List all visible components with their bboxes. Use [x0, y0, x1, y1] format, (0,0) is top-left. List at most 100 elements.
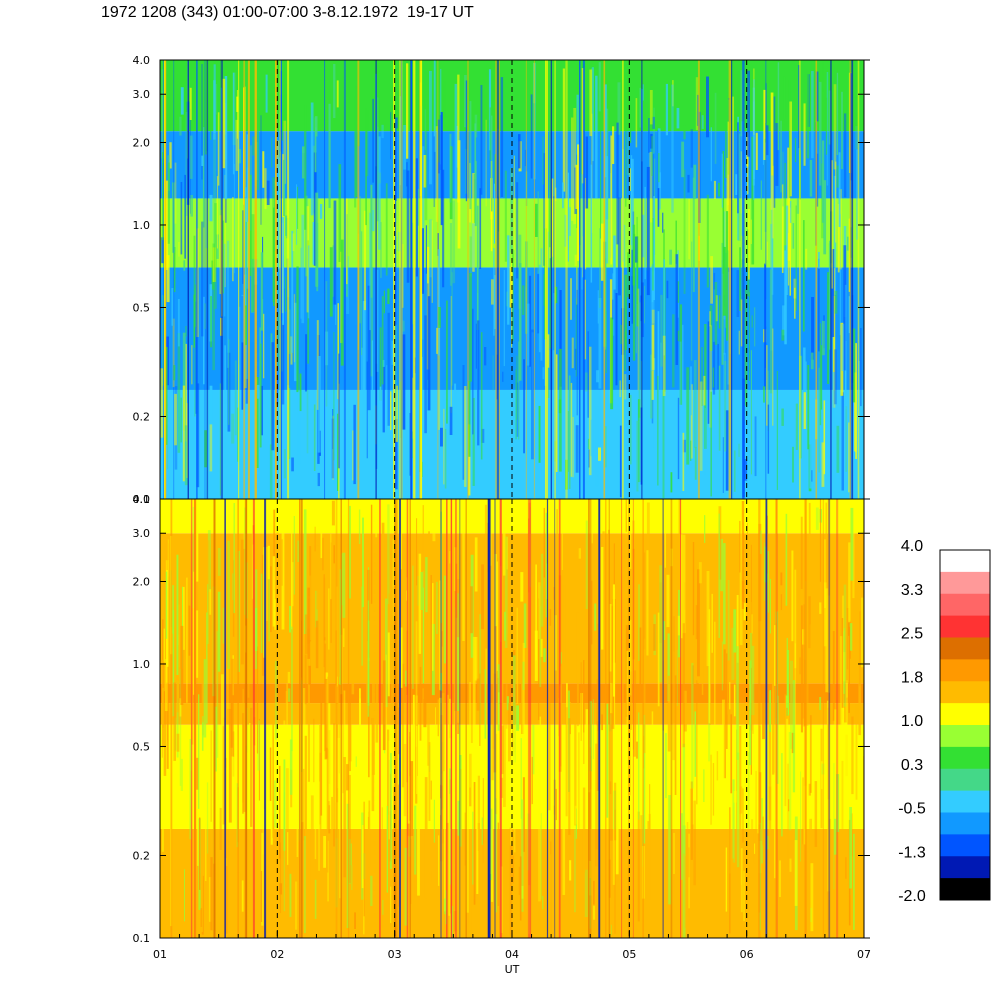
heatmap-streak — [260, 115, 262, 225]
heatmap-streak — [439, 580, 441, 690]
heatmap-streak — [589, 878, 592, 929]
heatmap-streak — [760, 180, 762, 250]
heatmap-streak — [846, 236, 849, 251]
colorbar-swatch — [940, 878, 990, 901]
heatmap-streak — [369, 212, 371, 331]
heatmap-streak — [612, 126, 615, 164]
heatmap-streak — [837, 204, 840, 273]
heatmap-streak — [511, 272, 513, 296]
heatmap-streak — [649, 152, 653, 223]
heatmap-streak — [805, 361, 807, 488]
heatmap-spike — [498, 60, 500, 499]
heatmap-streak — [507, 633, 510, 658]
heatmap-streak — [730, 714, 733, 794]
heatmap-streak — [245, 378, 249, 404]
heatmap-streak — [848, 296, 850, 334]
heatmap-streak — [630, 103, 632, 143]
heatmap-streak — [585, 520, 588, 610]
heatmap-streak — [367, 620, 370, 706]
heatmap-streak — [695, 77, 699, 131]
heatmap-streak — [640, 295, 642, 322]
heatmap-streak — [238, 149, 242, 164]
heatmap-spike — [579, 60, 581, 499]
heatmap-streak — [394, 324, 397, 439]
heatmap-streak — [548, 701, 551, 811]
colorbar-swatch — [940, 768, 990, 792]
heatmap-streak — [224, 174, 226, 288]
heatmap-streak — [553, 587, 555, 600]
heatmap-streak — [464, 386, 467, 487]
heatmap-spike — [467, 60, 469, 499]
heatmap-streak — [634, 236, 638, 263]
heatmap-streak — [748, 752, 750, 829]
heatmap-streak — [212, 580, 214, 670]
heatmap-streak — [161, 69, 164, 159]
heatmap-streak — [844, 722, 847, 786]
heatmap-streak — [818, 367, 820, 473]
heatmap-spike — [588, 499, 590, 938]
heatmap-streak — [587, 331, 589, 418]
heatmap-streak — [690, 366, 692, 416]
heatmap-streak — [205, 810, 207, 881]
heatmap-streak — [841, 707, 845, 740]
heatmap-streak — [819, 81, 822, 186]
heatmap-streak — [251, 507, 254, 599]
heatmap-streak — [283, 792, 286, 912]
heatmap-streak — [652, 218, 654, 291]
heatmap-streak — [591, 531, 593, 544]
heatmap-streak — [774, 625, 776, 686]
heatmap-streak — [845, 406, 848, 472]
heatmap-streak — [727, 580, 730, 661]
heatmap-streak — [241, 880, 244, 912]
heatmap-streak — [601, 547, 604, 650]
heatmap-streak — [521, 622, 523, 688]
heatmap-streak — [472, 173, 475, 272]
heatmap-streak — [558, 698, 560, 737]
heatmap-streak — [723, 543, 726, 645]
heatmap-streak — [855, 703, 858, 800]
heatmap-spike — [546, 60, 548, 499]
heatmap-streak — [701, 115, 704, 129]
heatmap-streak — [619, 425, 622, 498]
heatmap-streak — [382, 366, 385, 433]
heatmap-streak — [351, 864, 353, 890]
heatmap-streak — [513, 155, 515, 251]
x-tick-label: 04 — [505, 948, 519, 961]
heatmap-streak — [427, 465, 430, 488]
heatmap-streak — [417, 390, 420, 493]
heatmap-streak — [498, 425, 502, 484]
heatmap-streak — [520, 738, 522, 819]
heatmap-streak — [816, 153, 819, 207]
heatmap-streak — [582, 787, 586, 873]
heatmap-streak — [643, 714, 646, 844]
heatmap-streak — [734, 450, 736, 492]
heatmap-streak — [179, 698, 182, 717]
heatmap-streak — [206, 612, 208, 724]
heatmap-streak — [569, 207, 571, 236]
heatmap-streak — [540, 248, 543, 361]
heatmap-streak — [670, 548, 673, 567]
heatmap-streak — [693, 800, 696, 886]
heatmap-streak — [438, 835, 440, 886]
heatmap-streak — [540, 638, 543, 657]
heatmap-streak — [569, 702, 571, 735]
heatmap-streak — [572, 417, 574, 478]
heatmap-streak — [815, 507, 819, 530]
heatmap-streak — [581, 174, 584, 290]
heatmap-streak — [315, 620, 319, 669]
heatmap-streak — [653, 624, 656, 651]
heatmap-streak — [412, 377, 414, 439]
heatmap-streak — [798, 65, 801, 149]
heatmap-spike — [836, 499, 839, 938]
heatmap-streak — [405, 670, 407, 687]
heatmap-streak — [473, 174, 476, 223]
heatmap-streak — [729, 814, 731, 874]
heatmap-streak — [794, 287, 796, 319]
heatmap-streak — [795, 205, 797, 311]
heatmap-streak — [394, 273, 397, 327]
heatmap-streak — [848, 626, 850, 713]
heatmap-streak — [481, 564, 484, 630]
heatmap-streak — [575, 298, 577, 377]
heatmap-streak — [755, 132, 758, 170]
heatmap-streak — [640, 815, 642, 920]
